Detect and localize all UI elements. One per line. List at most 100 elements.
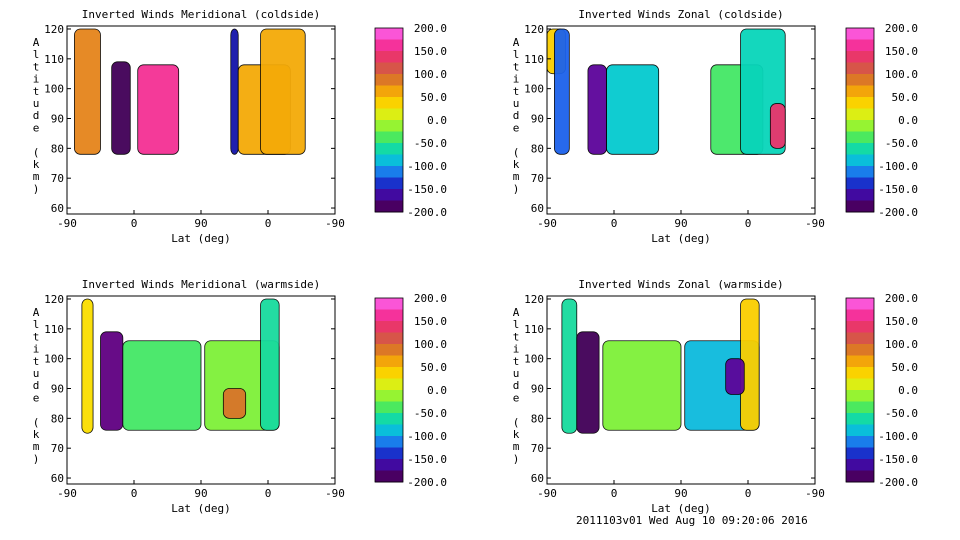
- colorbar-segment: [375, 332, 403, 345]
- colorbar-segment: [846, 189, 874, 201]
- y-tick-label: 110: [44, 53, 64, 66]
- y-tick-label: 70: [531, 172, 544, 185]
- y-tick-label: 100: [524, 83, 544, 96]
- data-region-2: [100, 331, 124, 431]
- colorbar-segment: [846, 177, 874, 190]
- data-region-7: [769, 103, 786, 149]
- chart-title: Inverted Winds Zonal (warmside): [578, 278, 783, 291]
- y-tick-label: 100: [524, 353, 544, 366]
- colorbar-segment: [846, 378, 874, 391]
- colorbar-tick-label: 150.0: [885, 315, 918, 328]
- x-axis-label: Lat (deg): [171, 502, 231, 515]
- colorbar-segment: [375, 401, 403, 414]
- colorbar-segment: [846, 355, 874, 368]
- y-tick-label: 90: [531, 113, 544, 126]
- colorbar-tick-label: -50.0: [414, 407, 447, 420]
- colorbar-frame: [845, 297, 875, 483]
- colorbar-tick-label: 50.0: [421, 361, 448, 374]
- colorbar-segment: [846, 28, 874, 40]
- x-tick-label: 90: [674, 487, 687, 500]
- colorbar-frame: [374, 27, 404, 213]
- data-region-3: [122, 340, 202, 431]
- colorbar-tick-label: 0.0: [898, 384, 918, 397]
- colorbar-segment: [846, 298, 874, 310]
- data-region-2: [576, 331, 600, 434]
- colorbar-segment: [375, 39, 403, 52]
- colorbar-tick-label: -100.0: [878, 160, 918, 173]
- colorbar-tick-label: 100.0: [414, 338, 447, 351]
- colorbar-segment: [846, 390, 874, 402]
- colorbar-tick-label: -100.0: [407, 430, 447, 443]
- y-tick-label: 80: [531, 142, 544, 155]
- data-region-2: [111, 61, 131, 155]
- colorbar-segment: [375, 378, 403, 391]
- y-tick-label: 120: [44, 293, 64, 306]
- colorbar-tick-label: -50.0: [885, 407, 918, 420]
- y-tick-label: 110: [44, 323, 64, 336]
- x-tick-label: 0: [745, 487, 752, 500]
- colorbar-segment: [375, 309, 403, 322]
- x-axis-label: Lat (deg): [651, 232, 711, 245]
- colorbar-segment: [375, 62, 403, 75]
- colorbar-segment: [375, 298, 403, 310]
- colorbar-tick-label: 0.0: [427, 384, 447, 397]
- x-tick-label: 0: [745, 217, 752, 230]
- data-region-1: [561, 298, 578, 434]
- data-region-6: [222, 388, 247, 419]
- colorbar-segment: [375, 189, 403, 201]
- colorbar-tick-label: 200.0: [414, 22, 447, 35]
- colorbar-tick-label: 50.0: [892, 91, 919, 104]
- x-tick-label: 90: [194, 487, 207, 500]
- x-tick-label: 90: [194, 217, 207, 230]
- data-region-4: [606, 64, 660, 155]
- x-tick-label: -90: [325, 217, 345, 230]
- colorbar-segment: [846, 309, 874, 322]
- x-tick-label: 0: [611, 487, 618, 500]
- colorbar-segment: [375, 344, 403, 356]
- colorbar-segment: [375, 424, 403, 437]
- colorbar-segment: [375, 97, 403, 109]
- colorbar-tick-label: 0.0: [427, 114, 447, 127]
- colorbar-tick-label: 200.0: [885, 292, 918, 305]
- colorbar-segment: [846, 436, 874, 448]
- x-tick-label: 0: [131, 487, 138, 500]
- colorbar-tick-label: 50.0: [892, 361, 919, 374]
- y-tick-label: 60: [531, 472, 544, 485]
- footer-run-stamp: 2011103v01 Wed Aug 10 09:20:06 2016: [576, 514, 808, 527]
- colorbar-segment: [846, 39, 874, 52]
- y-tick-label: 60: [531, 202, 544, 215]
- colorbar-segment: [375, 120, 403, 132]
- y-tick-label: 90: [51, 113, 64, 126]
- colorbar-tick-label: 100.0: [414, 68, 447, 81]
- colorbar-tick-label: -150.0: [878, 453, 918, 466]
- colorbar-segment: [846, 51, 874, 63]
- colorbar-segment: [846, 413, 874, 425]
- y-tick-label: 90: [51, 383, 64, 396]
- colorbar-segment: [846, 108, 874, 121]
- colorbar-segment: [846, 74, 874, 86]
- colorbar-segment: [375, 447, 403, 460]
- y-tick-label: 80: [531, 412, 544, 425]
- colorbar-segment: [846, 447, 874, 460]
- colorbar-tick-label: 150.0: [885, 45, 918, 58]
- colorbar-segment: [846, 85, 874, 98]
- y-tick-label: 70: [531, 442, 544, 455]
- colorbar-segment: [375, 321, 403, 333]
- data-region-1: [74, 28, 101, 155]
- y-tick-label: 100: [44, 83, 64, 96]
- colorbar-segment: [846, 332, 874, 345]
- colorbar-segment: [846, 154, 874, 167]
- colorbar-tick-label: -100.0: [407, 160, 447, 173]
- colorbar-tick-label: -150.0: [407, 453, 447, 466]
- colorbar-segment: [375, 367, 403, 379]
- y-tick-label: 110: [524, 323, 544, 336]
- x-tick-label: 0: [131, 217, 138, 230]
- colorbar-segment: [846, 200, 874, 213]
- y-tick-label: 60: [51, 202, 64, 215]
- colorbar-segment: [846, 470, 874, 483]
- chart-title: Inverted Winds Meridional (warmside): [82, 278, 320, 291]
- chart-title: Inverted Winds Zonal (coldside): [578, 8, 783, 21]
- y-tick-label: 60: [51, 472, 64, 485]
